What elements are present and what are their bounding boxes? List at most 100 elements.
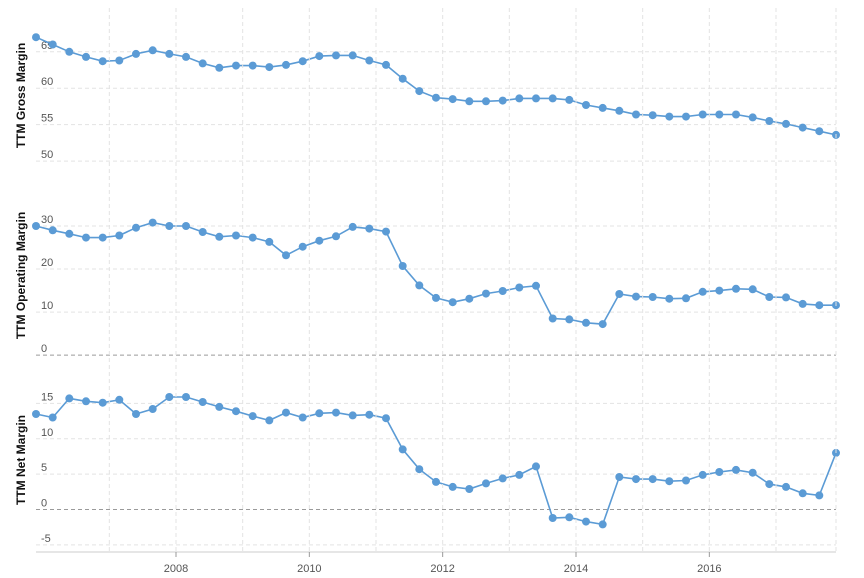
data-point: [565, 95, 574, 104]
data-point: [482, 97, 490, 106]
data-point: [65, 394, 74, 403]
data-point: [215, 402, 224, 411]
data-point: [565, 513, 574, 522]
data-point: [265, 237, 274, 246]
data-point: [232, 407, 240, 416]
data-point: [565, 315, 574, 324]
data-point: [532, 94, 540, 103]
data-point: [348, 51, 357, 60]
y-tick-label: 0: [41, 343, 47, 355]
data-point: [365, 410, 374, 419]
data-point: [248, 233, 257, 242]
data-point: [532, 281, 540, 290]
data-point: [732, 110, 740, 119]
data-point: [448, 482, 457, 491]
x-tick-label: 2016: [697, 563, 721, 575]
operating-margin-panel: 0 10 20 30 TTM Operating Margin: [14, 212, 840, 356]
data-point: [148, 46, 157, 55]
data-point: [798, 123, 807, 132]
y-tick-label: 0: [41, 498, 47, 510]
data-point: [248, 412, 257, 421]
data-point: [632, 110, 640, 119]
data-point: [148, 218, 157, 227]
data-point: [715, 286, 724, 295]
data-point: [765, 480, 774, 489]
data-point: [632, 475, 640, 484]
data-point: [648, 475, 657, 484]
data-point: [115, 56, 124, 65]
data-point: [715, 110, 724, 119]
data-point: [698, 287, 707, 296]
y-axis-label: TTM Net Margin: [14, 415, 28, 505]
data-point: [715, 468, 724, 476]
y-tick-label: -5: [41, 533, 51, 545]
data-point: [165, 393, 174, 401]
y-tick-label: 55: [41, 113, 53, 125]
data-point: [332, 408, 340, 417]
data-point: [765, 293, 774, 301]
data-point: [315, 236, 324, 245]
data-point: [682, 476, 690, 485]
data-point: [682, 294, 690, 303]
data-point: [582, 517, 590, 526]
data-point: [582, 318, 590, 327]
data-point: [798, 299, 807, 308]
data-point: [782, 482, 790, 491]
data-point: [232, 61, 240, 70]
data-point: [115, 231, 124, 240]
data-point: [548, 94, 557, 103]
data-point: [498, 96, 507, 105]
data-point: [248, 61, 257, 70]
data-point: [598, 103, 607, 112]
data-point: [82, 233, 90, 242]
data-point: [815, 127, 824, 136]
data-point: [32, 33, 40, 42]
data-point: [382, 227, 390, 236]
data-point: [215, 63, 224, 72]
data-point: [165, 222, 174, 230]
data-point: [665, 112, 674, 121]
data-point: [198, 59, 207, 68]
data-point: [632, 292, 640, 301]
data-point: [598, 520, 607, 529]
data-point: [548, 314, 557, 323]
data-point: [448, 95, 457, 104]
data-point: [782, 293, 790, 302]
data-point: [365, 56, 374, 65]
data-point: [482, 289, 490, 298]
data-point: [232, 231, 240, 240]
data-point: [165, 49, 174, 58]
data-point: [132, 49, 140, 58]
data-point: [98, 57, 107, 66]
data-point: [365, 224, 374, 233]
data-point: [32, 410, 40, 418]
y-tick-label: 15: [41, 391, 53, 403]
y-tick-label: 60: [41, 76, 53, 88]
data-point: [82, 397, 90, 406]
data-point: [798, 489, 807, 498]
data-point: [582, 101, 590, 109]
data-point: [82, 52, 90, 61]
data-point: [32, 222, 40, 230]
data-point: [415, 465, 424, 474]
data-point: [398, 74, 407, 83]
y-tick-label: 30: [41, 214, 53, 226]
data-point: [298, 242, 307, 251]
data-point: [615, 290, 624, 298]
data-point: [132, 410, 140, 418]
data-point: [648, 111, 657, 120]
data-point: [48, 226, 57, 235]
data-point: [415, 281, 424, 290]
data-point: [332, 232, 340, 241]
data-point: [515, 94, 524, 103]
data-point: [732, 465, 740, 474]
data-point: [182, 393, 190, 401]
data-point: [498, 474, 507, 483]
data-point: [748, 113, 757, 122]
data-point: [665, 477, 674, 486]
data-point: [598, 320, 607, 329]
data-point: [432, 477, 440, 486]
data-point: [465, 294, 474, 303]
